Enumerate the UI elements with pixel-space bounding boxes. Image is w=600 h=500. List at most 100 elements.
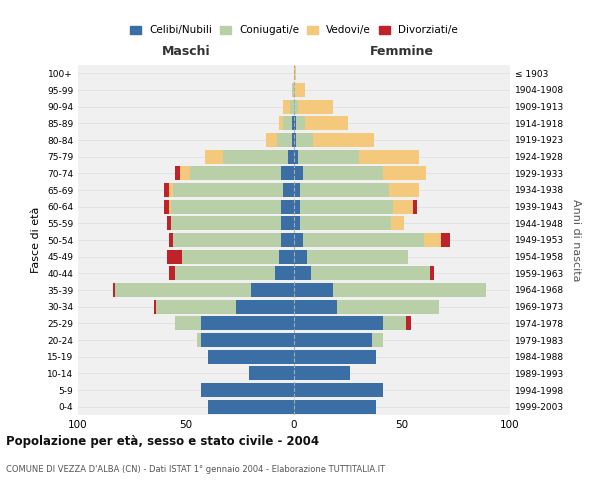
Bar [169, 233, 173, 247]
Bar [156, 300, 236, 314]
Text: Femmine: Femmine [370, 45, 434, 58]
Bar [251, 283, 294, 297]
Bar [201, 333, 294, 347]
Bar [292, 133, 294, 147]
Bar [182, 250, 279, 264]
Bar [171, 216, 281, 230]
Bar [164, 200, 169, 214]
Bar [296, 116, 305, 130]
Bar [294, 83, 305, 97]
Bar [173, 233, 281, 247]
Bar [275, 266, 294, 280]
Bar [294, 333, 372, 347]
Bar [292, 116, 294, 130]
Bar [190, 166, 281, 180]
Bar [179, 166, 190, 180]
Bar [281, 166, 294, 180]
Bar [413, 200, 417, 214]
Bar [223, 150, 287, 164]
Bar [281, 216, 294, 230]
Bar [173, 183, 283, 197]
Bar [175, 166, 179, 180]
Bar [296, 133, 313, 147]
Bar [394, 200, 413, 214]
Bar [208, 400, 294, 414]
Text: COMUNE DI VEZZA D'ALBA (CN) - Dati ISTAT 1° gennaio 2004 - Elaborazione TUTTITAL: COMUNE DI VEZZA D'ALBA (CN) - Dati ISTAT… [6, 465, 385, 474]
Bar [294, 400, 376, 414]
Bar [301, 216, 391, 230]
Bar [197, 333, 201, 347]
Bar [430, 266, 434, 280]
Bar [406, 316, 410, 330]
Bar [281, 200, 294, 214]
Bar [424, 233, 441, 247]
Bar [205, 150, 223, 164]
Bar [294, 100, 298, 114]
Bar [283, 100, 290, 114]
Bar [294, 150, 298, 164]
Bar [294, 316, 383, 330]
Bar [279, 116, 283, 130]
Bar [302, 233, 424, 247]
Bar [279, 250, 294, 264]
Bar [175, 266, 275, 280]
Bar [294, 216, 301, 230]
Bar [167, 216, 171, 230]
Bar [298, 150, 359, 164]
Bar [294, 300, 337, 314]
Text: Maschi: Maschi [161, 45, 211, 58]
Bar [301, 200, 394, 214]
Bar [169, 266, 175, 280]
Bar [208, 350, 294, 364]
Bar [391, 216, 404, 230]
Bar [294, 266, 311, 280]
Bar [337, 300, 439, 314]
Bar [441, 233, 449, 247]
Bar [294, 383, 383, 397]
Bar [281, 233, 294, 247]
Bar [248, 366, 294, 380]
Text: Popolazione per età, sesso e stato civile - 2004: Popolazione per età, sesso e stato civil… [6, 435, 319, 448]
Y-axis label: Fasce di età: Fasce di età [31, 207, 41, 273]
Bar [305, 116, 348, 130]
Bar [294, 66, 296, 80]
Bar [201, 316, 294, 330]
Bar [389, 183, 419, 197]
Y-axis label: Anni di nascita: Anni di nascita [571, 198, 581, 281]
Bar [294, 233, 302, 247]
Bar [307, 250, 409, 264]
Bar [169, 200, 171, 214]
Bar [383, 166, 426, 180]
Bar [236, 300, 294, 314]
Bar [313, 133, 374, 147]
Bar [201, 383, 294, 397]
Bar [287, 150, 294, 164]
Bar [294, 133, 296, 147]
Bar [359, 150, 419, 164]
Bar [294, 183, 301, 197]
Bar [277, 133, 292, 147]
Bar [171, 200, 281, 214]
Bar [302, 166, 383, 180]
Bar [301, 183, 389, 197]
Bar [266, 133, 277, 147]
Bar [294, 166, 302, 180]
Bar [383, 316, 406, 330]
Bar [372, 333, 383, 347]
Bar [283, 116, 292, 130]
Bar [290, 100, 294, 114]
Bar [115, 283, 251, 297]
Bar [311, 266, 430, 280]
Bar [175, 316, 201, 330]
Legend: Celibi/Nubili, Coniugati/e, Vedovi/e, Divorziati/e: Celibi/Nubili, Coniugati/e, Vedovi/e, Di… [126, 21, 462, 40]
Bar [292, 83, 294, 97]
Bar [294, 200, 301, 214]
Bar [333, 283, 486, 297]
Bar [294, 250, 307, 264]
Bar [298, 100, 333, 114]
Bar [294, 350, 376, 364]
Bar [294, 283, 333, 297]
Bar [164, 183, 169, 197]
Bar [113, 283, 115, 297]
Bar [283, 183, 294, 197]
